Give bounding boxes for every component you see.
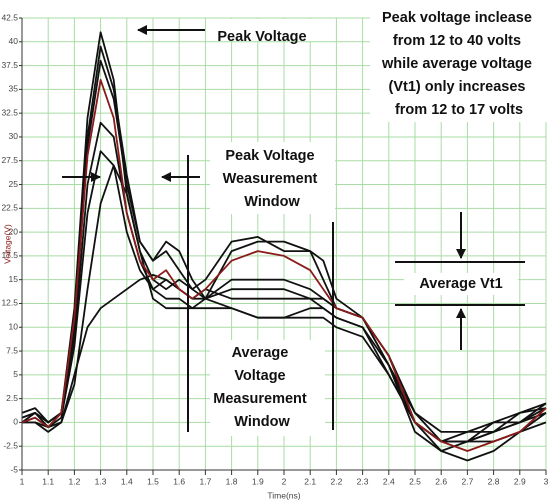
label-bg: [210, 142, 335, 214]
x-tick-label: 3: [544, 476, 549, 486]
y-tick-label: 0: [13, 417, 18, 427]
x-tick-label: 1.7: [199, 476, 211, 486]
y-tick-label: 40: [9, 36, 19, 46]
y-tick-label: 10: [9, 322, 19, 332]
series-line: [22, 274, 547, 433]
annotation-line: Peak Voltage: [225, 148, 314, 164]
annotation-line: Measurement: [213, 391, 307, 407]
annotation-line: Window: [234, 414, 290, 430]
y-tick-label: 35: [9, 84, 19, 94]
y-tick-label: 25: [9, 179, 19, 189]
annotation: Peak Voltage: [217, 29, 306, 45]
annotation-line: Weasurement: [223, 171, 318, 187]
x-tick-label: 2: [282, 476, 287, 486]
x-tick-label: 1.6: [173, 476, 185, 486]
x-tick-label: 2.7: [461, 476, 473, 486]
x-tick-label: 1.1: [42, 476, 54, 486]
x-tick-label: 2.5: [409, 476, 421, 486]
annotation-line: (Vt1) only increases: [388, 79, 525, 95]
label-bg: [370, 4, 550, 122]
x-tick-label: 2.8: [488, 476, 500, 486]
annotation-line: Average: [232, 345, 289, 361]
y-tick-label: 15: [9, 274, 19, 284]
axes: -5-2.502.557.51012.51517.52022.52527.530…: [1, 12, 548, 486]
y-axis-label: Voltage(V): [2, 224, 12, 264]
annotation-line: from 12 to 17 volts: [395, 102, 523, 118]
y-tick-label: 2.5: [6, 393, 18, 403]
x-tick-label: 2.3: [357, 476, 369, 486]
x-tick-label: 1.4: [121, 476, 133, 486]
annotation-line: Window: [244, 194, 300, 210]
series-line: [21, 79, 547, 452]
x-tick-label: 1.8: [226, 476, 238, 486]
y-tick-label: 17.5: [1, 250, 18, 260]
lines: [21, 31, 547, 462]
annotation-line: while average voltage: [381, 56, 532, 72]
y-tick-label: 20: [9, 226, 19, 236]
annotation: Peak voltage inclease from 12 to 40 volt…: [381, 10, 536, 118]
annotation-line: from 12 to 40 volts: [393, 33, 521, 49]
y-tick-label: -5: [10, 464, 18, 474]
y-tick-label: 32.5: [1, 107, 18, 117]
y-tick-label: -2.5: [3, 440, 18, 450]
y-tick-label: 27.5: [1, 155, 18, 165]
label-bg: [214, 19, 320, 41]
y-tick-label: 30: [9, 131, 19, 141]
x-tick-label: 2.9: [514, 476, 526, 486]
annotation: Average Vt1: [419, 276, 502, 292]
x-tick-label: 2.1: [304, 476, 316, 486]
x-tick-label: 2.6: [435, 476, 447, 486]
annotation: Peak Voltage Weasurement Window: [223, 148, 322, 210]
x-tick-label: 1.9: [252, 476, 264, 486]
y-tick-label: 42.5: [1, 12, 18, 22]
y-tick-label: 22.5: [1, 203, 18, 213]
series-line: [22, 164, 547, 462]
x-tick-label: 1.2: [68, 476, 80, 486]
label-bg: [404, 273, 518, 295]
x-tick-label: 1.5: [147, 476, 159, 486]
annotation-line: Voltage: [234, 368, 285, 384]
annotation-line: Peak voltage inclease: [382, 10, 532, 26]
x-axis-label: Time(ns): [267, 490, 300, 500]
label-bg: [210, 340, 325, 436]
x-tick-label: 2.4: [383, 476, 395, 486]
y-tick-label: 37.5: [1, 60, 18, 70]
x-tick-label: 2.2: [330, 476, 342, 486]
y-tick-label: 7.5: [6, 345, 18, 355]
y-tick-label: 5: [13, 369, 18, 379]
annotation: Average Voltage Measurement Window: [213, 345, 311, 430]
x-tick-label: 1.3: [95, 476, 107, 486]
x-tick-label: 1: [20, 476, 25, 486]
y-tick-label: 12.5: [1, 298, 18, 308]
